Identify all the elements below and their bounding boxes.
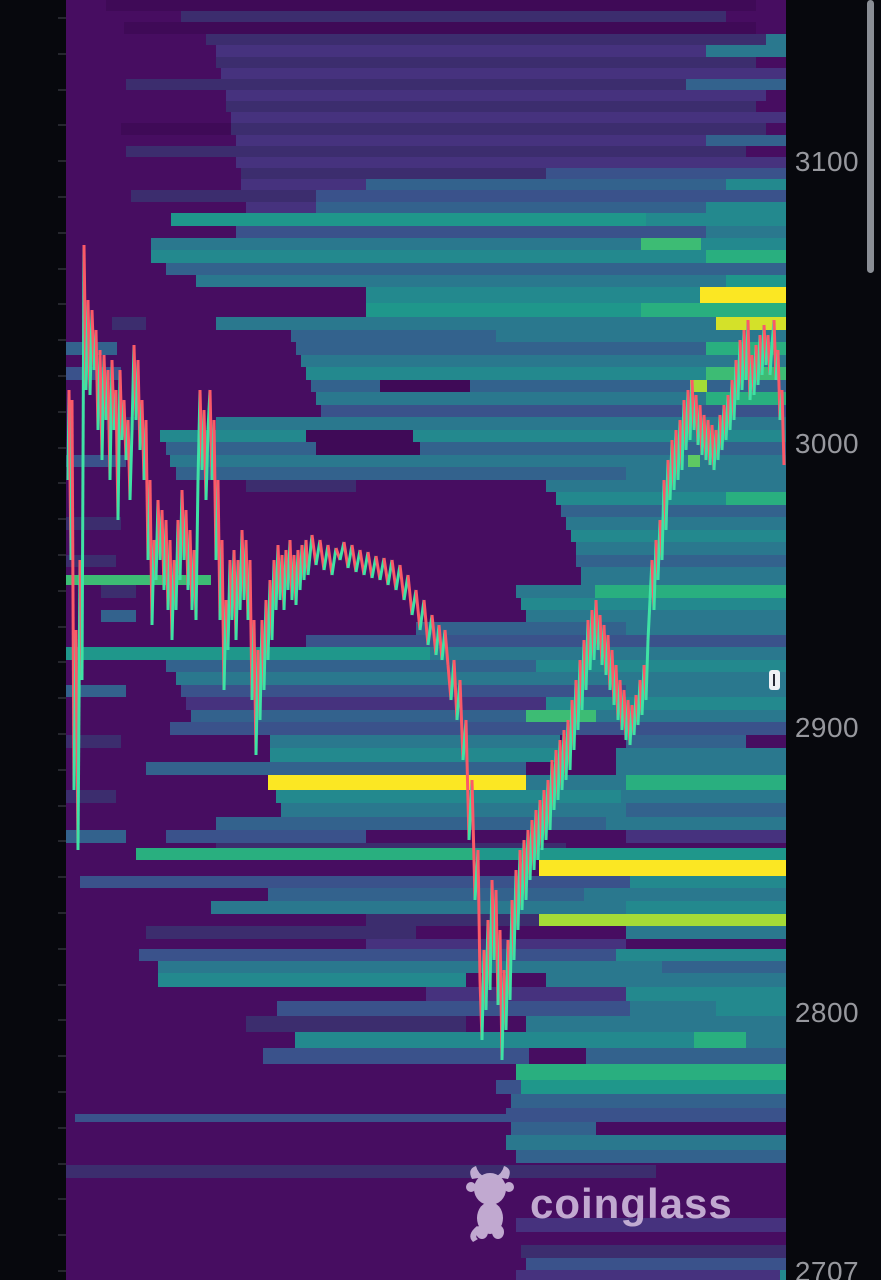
coinglass-wordmark: coinglass xyxy=(530,1180,733,1227)
axis-tick xyxy=(58,232,66,234)
axis-tick xyxy=(58,268,66,270)
price-axis-handle[interactable] xyxy=(769,670,780,690)
axis-tick xyxy=(58,1270,66,1272)
price-axis-handle-grip xyxy=(773,674,775,686)
axis-tick xyxy=(58,876,66,878)
price-axis[interactable]: 3100 3000 2900 2800 2707 xyxy=(786,0,881,1280)
heatmap-bands xyxy=(66,0,786,1280)
axis-tick xyxy=(58,697,66,699)
scrollbar-thumb[interactable] xyxy=(867,0,874,273)
coinglass-watermark: coinglass xyxy=(462,1166,733,1242)
coinglass-logo-icon xyxy=(466,1166,514,1242)
axis-tick xyxy=(58,590,66,592)
axis-tick xyxy=(58,661,66,663)
axis-tick xyxy=(58,375,66,377)
axis-tick xyxy=(58,1198,66,1200)
axis-tick xyxy=(58,1091,66,1093)
price-axis-label: 2800 xyxy=(794,997,860,1028)
price-axis-label: 2707 xyxy=(794,1256,860,1280)
left-axis-ticks xyxy=(0,0,66,1280)
price-axis-label: 2900 xyxy=(794,712,860,743)
axis-tick xyxy=(58,89,66,91)
price-axis-label: 3000 xyxy=(794,428,860,459)
axis-tick xyxy=(58,840,66,842)
price-axis-label: 3100 xyxy=(794,146,860,177)
heatmap-chart[interactable] xyxy=(66,0,786,1280)
heatmap-canvas[interactable] xyxy=(66,0,786,1280)
axis-tick xyxy=(58,303,66,305)
axis-tick xyxy=(58,1019,66,1021)
axis-tick xyxy=(58,984,66,986)
axis-tick xyxy=(58,518,66,520)
axis-tick xyxy=(58,160,66,162)
axis-tick xyxy=(58,339,66,341)
axis-tick xyxy=(58,769,66,771)
axis-tick xyxy=(58,1234,66,1236)
axis-tick xyxy=(58,626,66,628)
axis-tick xyxy=(58,53,66,55)
axis-tick xyxy=(58,1055,66,1057)
axis-tick xyxy=(58,447,66,449)
axis-tick xyxy=(58,1163,66,1165)
axis-tick xyxy=(58,482,66,484)
axis-tick xyxy=(58,17,66,19)
axis-tick xyxy=(58,1127,66,1129)
axis-tick xyxy=(58,411,66,413)
axis-tick xyxy=(58,196,66,198)
axis-tick xyxy=(58,805,66,807)
axis-tick xyxy=(58,948,66,950)
axis-tick xyxy=(58,124,66,126)
axis-tick xyxy=(58,733,66,735)
axis-tick xyxy=(58,912,66,914)
candlestick-overlay xyxy=(66,244,786,1061)
axis-tick xyxy=(58,554,66,556)
